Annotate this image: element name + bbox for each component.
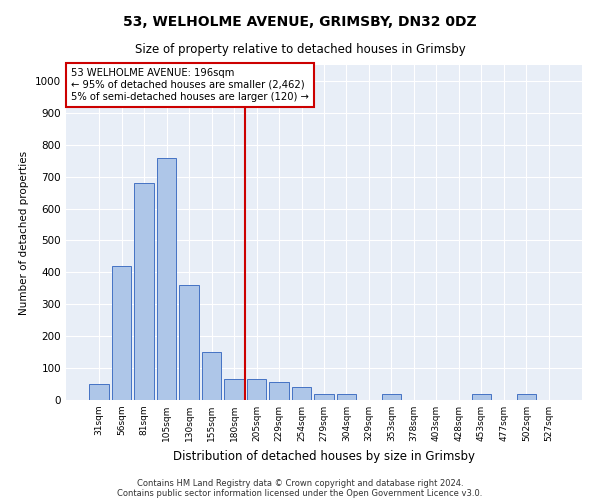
Bar	[382, 394, 401, 400]
Bar	[292, 387, 311, 400]
Text: 53, WELHOLME AVENUE, GRIMSBY, DN32 0DZ: 53, WELHOLME AVENUE, GRIMSBY, DN32 0DZ	[123, 15, 477, 29]
Y-axis label: Number of detached properties: Number of detached properties	[19, 150, 29, 314]
Bar	[517, 394, 536, 400]
Bar	[224, 380, 244, 400]
Bar	[157, 158, 176, 400]
Text: Size of property relative to detached houses in Grimsby: Size of property relative to detached ho…	[134, 42, 466, 56]
Bar	[337, 394, 356, 400]
Bar	[134, 183, 154, 400]
Bar	[202, 352, 221, 400]
Text: Contains HM Land Registry data © Crown copyright and database right 2024.: Contains HM Land Registry data © Crown c…	[137, 478, 463, 488]
Text: 53 WELHOLME AVENUE: 196sqm
← 95% of detached houses are smaller (2,462)
5% of se: 53 WELHOLME AVENUE: 196sqm ← 95% of deta…	[71, 68, 309, 102]
Bar	[112, 266, 131, 400]
Text: Contains public sector information licensed under the Open Government Licence v3: Contains public sector information licen…	[118, 488, 482, 498]
Bar	[179, 285, 199, 400]
X-axis label: Distribution of detached houses by size in Grimsby: Distribution of detached houses by size …	[173, 450, 475, 462]
Bar	[269, 382, 289, 400]
Bar	[247, 380, 266, 400]
Bar	[89, 384, 109, 400]
Bar	[472, 394, 491, 400]
Bar	[314, 394, 334, 400]
